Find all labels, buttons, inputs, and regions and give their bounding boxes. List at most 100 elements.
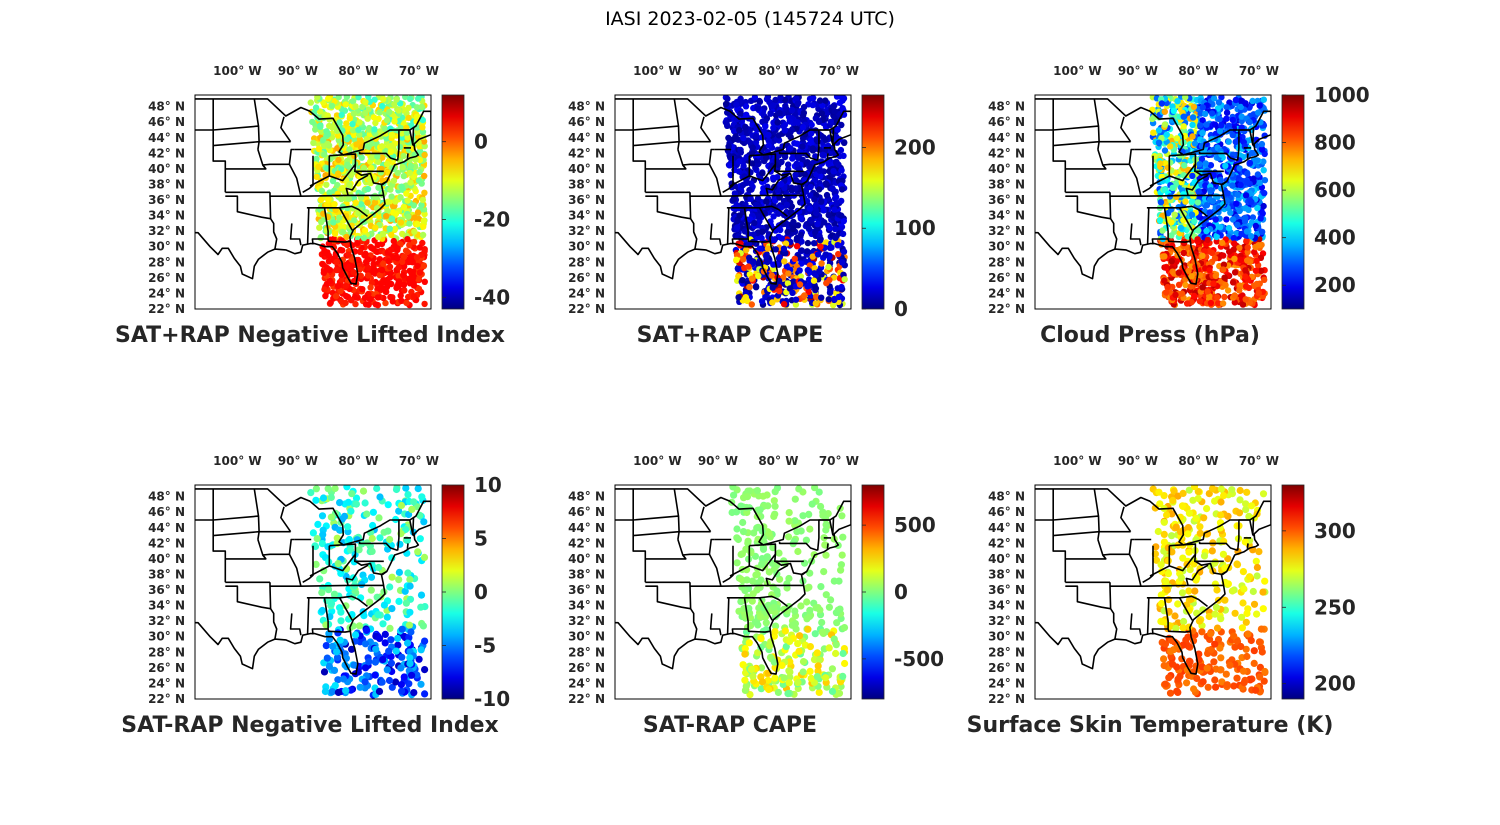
data-point bbox=[745, 263, 752, 270]
lon-tick-label: 80° W bbox=[758, 64, 798, 78]
data-point bbox=[1244, 244, 1251, 251]
data-point bbox=[355, 126, 362, 134]
data-point bbox=[1207, 187, 1214, 194]
data-point bbox=[831, 206, 838, 213]
state-border bbox=[289, 613, 302, 636]
data-point bbox=[375, 184, 382, 191]
data-point bbox=[1248, 198, 1255, 206]
data-point bbox=[1187, 283, 1194, 290]
data-point bbox=[777, 180, 785, 188]
data-point bbox=[348, 256, 355, 263]
data-point bbox=[816, 237, 824, 244]
state-border bbox=[406, 153, 409, 159]
data-point bbox=[383, 135, 390, 142]
data-point bbox=[1191, 218, 1198, 225]
data-point bbox=[1169, 184, 1176, 191]
state-border bbox=[306, 205, 368, 218]
data-point bbox=[840, 217, 847, 225]
data-point bbox=[759, 170, 766, 177]
lat-tick-label: 32° N bbox=[148, 224, 185, 238]
lon-tick-labels: 100° W 90° W 80° W 70° W bbox=[213, 64, 439, 78]
data-point bbox=[371, 658, 379, 666]
data-point bbox=[355, 622, 364, 630]
colorbar-tick-label: 200 bbox=[894, 136, 936, 160]
data-point bbox=[323, 201, 331, 208]
data-point bbox=[416, 535, 424, 543]
data-point bbox=[383, 666, 391, 674]
data-point bbox=[1173, 135, 1181, 142]
colorbar-tick-label: 400 bbox=[1314, 226, 1356, 250]
data-point bbox=[757, 685, 765, 693]
data-point bbox=[318, 589, 326, 597]
state-border bbox=[700, 116, 712, 143]
data-point bbox=[764, 258, 771, 266]
data-point bbox=[326, 189, 333, 196]
data-point bbox=[386, 624, 394, 632]
data-point bbox=[1203, 227, 1210, 235]
map-frame bbox=[194, 484, 432, 700]
data-point bbox=[361, 640, 370, 648]
lat-tick-label: 30° N bbox=[148, 240, 185, 254]
data-point bbox=[816, 97, 824, 104]
data-point bbox=[414, 262, 421, 270]
data-point bbox=[1254, 157, 1261, 164]
colorbar-tick-label: 0 bbox=[474, 130, 488, 154]
data-point bbox=[770, 174, 777, 181]
data-point bbox=[810, 277, 818, 284]
data-point bbox=[333, 534, 341, 542]
state-border bbox=[327, 628, 351, 633]
data-point bbox=[1218, 239, 1226, 246]
data-point bbox=[1206, 267, 1213, 274]
data-point bbox=[837, 146, 845, 154]
data-point bbox=[808, 217, 815, 224]
data-point bbox=[324, 112, 331, 119]
lon-tick-label: 100° W bbox=[1053, 64, 1101, 78]
data-point bbox=[822, 136, 829, 143]
data-point bbox=[1199, 117, 1206, 124]
state-border bbox=[765, 174, 789, 196]
data-point bbox=[792, 301, 800, 308]
data-point bbox=[1180, 123, 1187, 130]
data-point bbox=[817, 583, 825, 591]
data-point bbox=[1202, 182, 1209, 189]
data-point bbox=[821, 219, 828, 226]
lat-tick-label: 32° N bbox=[568, 224, 605, 238]
data-point bbox=[1213, 238, 1220, 245]
data-point bbox=[794, 100, 801, 108]
data-point bbox=[382, 147, 389, 155]
lon-tick-label: 80° W bbox=[338, 454, 378, 468]
data-point bbox=[404, 569, 412, 577]
data-point bbox=[811, 196, 818, 203]
data-point bbox=[325, 95, 332, 102]
data-point bbox=[421, 247, 428, 255]
data-point bbox=[414, 209, 422, 216]
data-point bbox=[1216, 127, 1224, 135]
data-point bbox=[1188, 198, 1196, 205]
data-point bbox=[1150, 129, 1157, 136]
data-point bbox=[792, 171, 799, 179]
data-point bbox=[747, 169, 754, 176]
state-border bbox=[225, 585, 278, 640]
data-point bbox=[386, 535, 394, 544]
data-point bbox=[407, 162, 414, 170]
data-point bbox=[769, 284, 776, 291]
data-point bbox=[1214, 294, 1221, 301]
data-point bbox=[395, 264, 402, 271]
state-border bbox=[1093, 98, 1100, 150]
data-point bbox=[1221, 293, 1228, 301]
data-point bbox=[802, 188, 810, 195]
state-border bbox=[1178, 207, 1193, 231]
lat-tick-labels: 48° N46° N44° N42° N40° N38° N36° N34° N… bbox=[148, 490, 185, 706]
state-border bbox=[816, 129, 830, 161]
data-point bbox=[397, 664, 405, 672]
data-point bbox=[1195, 227, 1202, 234]
data-point bbox=[723, 120, 730, 127]
colorbar bbox=[441, 94, 465, 310]
data-point bbox=[323, 654, 331, 662]
data-point bbox=[1236, 282, 1243, 289]
data-point bbox=[318, 540, 326, 548]
data-point bbox=[793, 95, 800, 102]
state-border bbox=[280, 506, 292, 533]
data-point bbox=[1161, 253, 1168, 260]
data-point bbox=[401, 587, 409, 595]
